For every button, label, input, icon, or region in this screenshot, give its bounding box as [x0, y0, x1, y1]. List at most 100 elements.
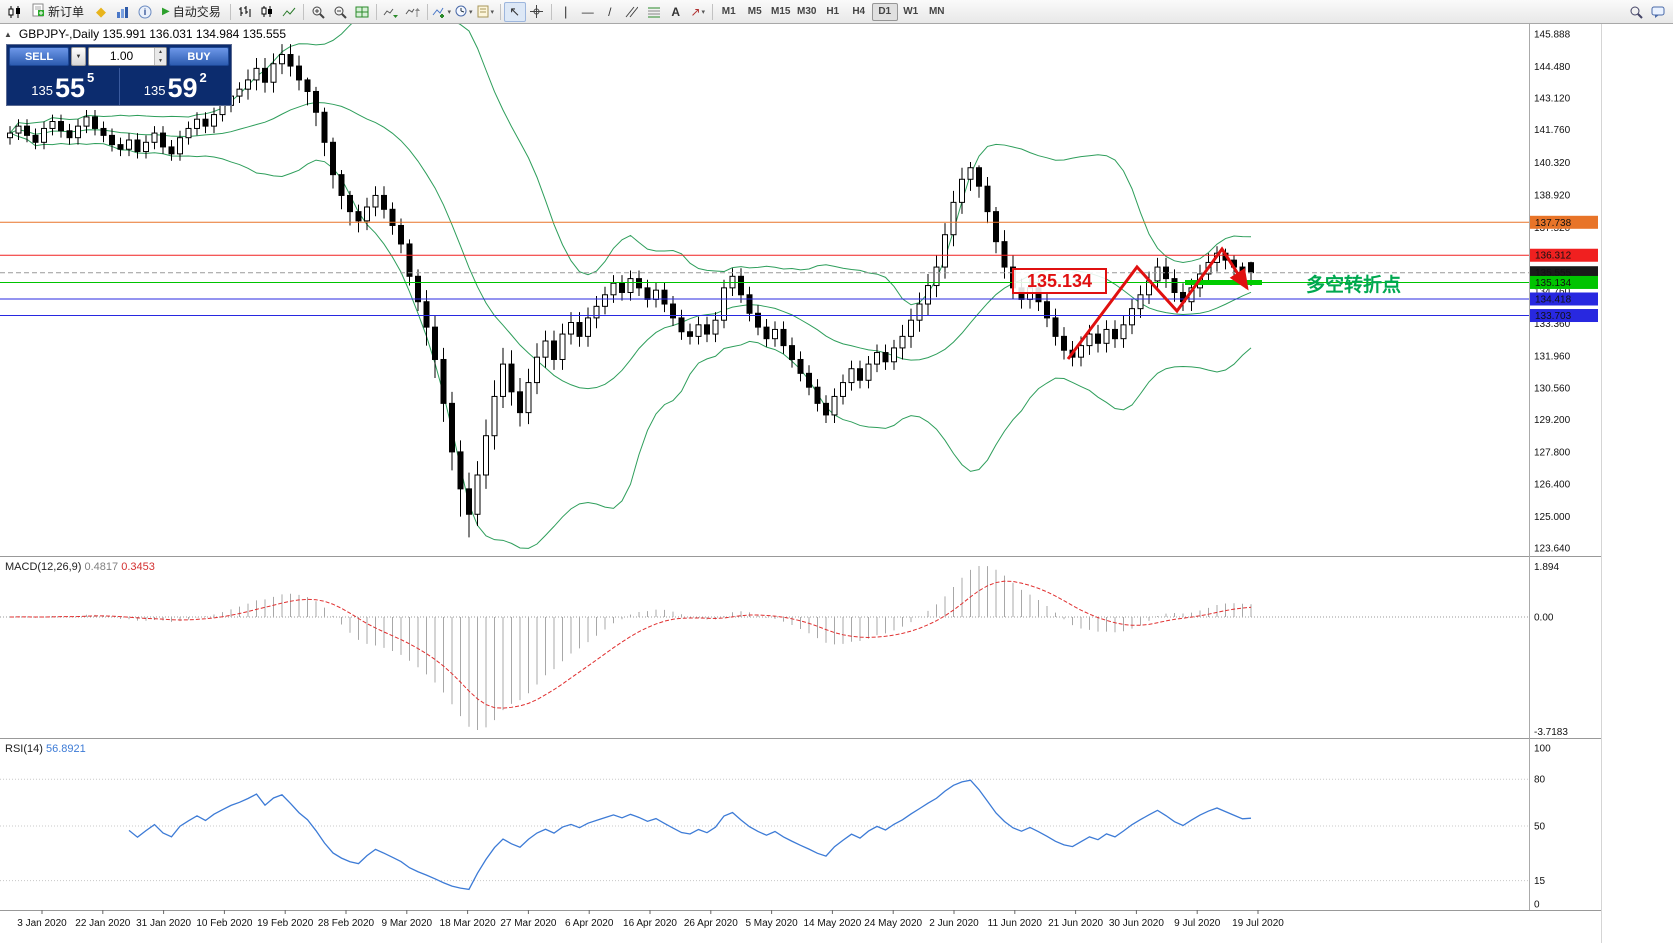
rsi-axis-label: 0: [1534, 900, 1540, 911]
price-tag-label: 134.418: [1535, 294, 1572, 305]
volume-up-button[interactable]: ▲: [154, 48, 166, 57]
auto-scroll-button[interactable]: [380, 2, 402, 22]
price-tag: [1530, 309, 1598, 323]
turning-point-note[interactable]: 多空转折点: [1306, 275, 1402, 296]
order-options-dropdown[interactable]: ▼: [71, 47, 86, 66]
price-tick-label: 123.640: [1534, 544, 1571, 555]
fibonacci-button[interactable]: [643, 2, 665, 22]
arrows-tool-button[interactable]: ↗ ▾: [690, 4, 706, 19]
buy-button[interactable]: BUY: [169, 47, 229, 66]
chart-workspace: 145.888 144.480 143.120 141.760 140.320 138.9…: [0, 24, 1673, 943]
zoom-in-button[interactable]: [307, 2, 329, 22]
time-axis-label: 26 Apr 2020: [684, 918, 738, 929]
buy-price[interactable]: 135 59 2: [118, 68, 232, 105]
toolbar-separator: [302, 3, 304, 20]
time-axis-label: 10 Feb 2020: [196, 918, 253, 929]
timeframe-m15[interactable]: M15: [771, 6, 791, 17]
autotrading-button[interactable]: ▶ 自动交易: [156, 2, 227, 22]
time-axis-label: 27 Mar 2020: [500, 918, 557, 929]
search-icon[interactable]: [1625, 2, 1647, 22]
crosshair-button[interactable]: [526, 2, 548, 22]
zoom-out-button[interactable]: [329, 2, 351, 22]
macd-signal-value: 0.3453: [121, 561, 155, 573]
templates-dropdown[interactable]: ▾: [475, 2, 497, 22]
svg-text:i: i: [144, 7, 147, 17]
chevron-down-icon: ▾: [447, 8, 451, 16]
macd-plot[interactable]: [0, 566, 1529, 730]
new-order-icon: [32, 3, 45, 20]
volume-down-button[interactable]: ▼: [154, 56, 166, 65]
cursor-button[interactable]: ↖: [503, 1, 526, 22]
buy-price-sup: 2: [199, 70, 207, 85]
price-axis: 145.888 144.480 143.120 141.760 140.320 138.9…: [1530, 30, 1598, 911]
timeframe-m1[interactable]: M1: [721, 6, 736, 17]
chart-title: ▲ GBPJPY-,Daily 135.991 136.031 134.984 …: [4, 27, 286, 41]
toolbar-separator: [426, 3, 428, 20]
rsi-axis-label: 15: [1534, 876, 1546, 887]
timeframe-mn[interactable]: MN: [928, 6, 945, 17]
timeframe-m30[interactable]: M30: [797, 6, 817, 17]
macd-axis-bottom: -3.7183: [1534, 727, 1568, 738]
time-axis-label: 9 Jul 2020: [1174, 918, 1221, 929]
zigzag-arrow: [1066, 246, 1249, 360]
price-tick-label: 131.960: [1534, 351, 1571, 362]
autotrading-label: 自动交易: [172, 5, 221, 19]
time-axis-label: 6 Apr 2020: [565, 918, 614, 929]
time-axis: 3 Jan 2020 22 Jan 2020 31 Jan 2020 10 Feb 2…: [17, 910, 1284, 929]
vertical-line-button[interactable]: |: [564, 4, 568, 19]
periods-dropdown[interactable]: ▾: [453, 2, 475, 22]
timeframe-h1[interactable]: H1: [826, 6, 840, 17]
price-chart-canvas[interactable]: 145.888 144.480 143.120 141.760 140.320 138.9…: [0, 24, 1673, 943]
time-axis-label: 28 Feb 2020: [318, 918, 375, 929]
feedback-icon[interactable]: [1647, 2, 1669, 22]
price-tag: [1530, 292, 1598, 306]
volume-value[interactable]: 1.00: [109, 49, 134, 63]
volume-stepper: ▲ ▼: [154, 48, 166, 65]
time-axis-label: 19 Feb 2020: [257, 918, 314, 929]
main-toolbar: 新订单 ◆ i ▶ 自动交易 ▾ ▾ ▾ ↖ | — / A ↗ ▾: [0, 0, 1673, 24]
price-tick-label: 125.000: [1534, 512, 1571, 523]
price-tag-label: 137.738: [1535, 218, 1572, 229]
time-axis-label: 24 May 2020: [864, 918, 922, 929]
annotations-layer[interactable]: [1066, 246, 1262, 360]
price-tick-label: 129.200: [1534, 415, 1571, 426]
new-chart-button[interactable]: [4, 2, 26, 22]
line-chart-button[interactable]: [278, 2, 300, 22]
autotrading-play-icon: ▶: [162, 6, 170, 17]
time-axis-label: 22 Jan 2020: [75, 918, 130, 929]
volume-field[interactable]: 1.00 ▲ ▼: [88, 47, 167, 66]
sell-price[interactable]: 135 55 5: [7, 68, 119, 105]
trendline-button[interactable]: /: [608, 4, 612, 19]
timeframe-w1[interactable]: W1: [903, 6, 919, 17]
sell-price-sup: 5: [87, 70, 95, 85]
rsi-plot[interactable]: [0, 778, 1529, 891]
sell-price-prefix: 135: [31, 83, 53, 98]
price-tick-label: 133.360: [1534, 319, 1571, 330]
tile-windows-button[interactable]: [351, 2, 373, 22]
bar-chart-button[interactable]: [234, 2, 256, 22]
price-callout-box[interactable]: 135.134: [1012, 268, 1107, 294]
timeframe-h4[interactable]: H4: [852, 6, 866, 17]
chart-shift-button[interactable]: [402, 2, 424, 22]
sell-price-big: 55: [54, 73, 85, 103]
profiles-button[interactable]: [112, 2, 134, 22]
indicators-dropdown[interactable]: ▾: [431, 2, 453, 22]
rsi-axis-label: 50: [1534, 822, 1546, 833]
toolbar-separator: [229, 3, 231, 20]
collapse-chart-icon[interactable]: ▲: [4, 29, 12, 39]
market-icon[interactable]: ◆: [96, 3, 107, 19]
toolbar-separator: [711, 3, 713, 20]
time-axis-label: 19 Jul 2020: [1232, 918, 1284, 929]
level-lines[interactable]: [0, 221, 1529, 317]
timeframe-m5[interactable]: M5: [747, 6, 762, 17]
data-window-button[interactable]: i: [134, 2, 156, 22]
channel-button[interactable]: [621, 2, 643, 22]
new-order-button[interactable]: 新订单: [26, 2, 90, 22]
candlestick-chart-button[interactable]: [256, 2, 278, 22]
timeframe-d1[interactable]: D1: [871, 2, 898, 21]
time-axis-label: 21 Jun 2020: [1048, 918, 1103, 929]
horizontal-line-button[interactable]: —: [581, 4, 594, 19]
sell-button[interactable]: SELL: [9, 47, 69, 66]
chevron-down-icon: ▾: [701, 8, 706, 16]
text-tool-button[interactable]: A: [665, 2, 687, 22]
